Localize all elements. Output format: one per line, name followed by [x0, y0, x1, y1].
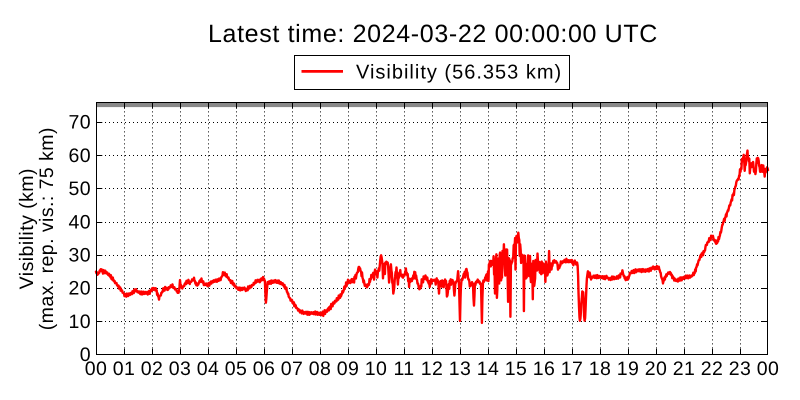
svg-text:00: 00: [757, 358, 780, 380]
svg-text:08: 08: [309, 358, 332, 380]
svg-text:19: 19: [617, 358, 640, 380]
svg-text:Latest time: 2024-03-22 00:00:: Latest time: 2024-03-22 00:00:00 UTC: [208, 20, 658, 48]
svg-text:30: 30: [69, 245, 92, 267]
svg-text:23: 23: [729, 358, 752, 380]
svg-text:21: 21: [673, 358, 696, 380]
svg-text:70: 70: [69, 112, 92, 134]
svg-text:07: 07: [281, 358, 304, 380]
svg-text:(max. rep. vis.: 75 km): (max. rep. vis.: 75 km): [36, 127, 58, 330]
svg-text:17: 17: [561, 358, 584, 380]
svg-text:10: 10: [69, 311, 92, 333]
svg-text:40: 40: [69, 211, 92, 233]
svg-text:20: 20: [645, 358, 668, 380]
svg-text:20: 20: [69, 278, 92, 300]
svg-text:09: 09: [337, 358, 360, 380]
svg-text:02: 02: [141, 358, 164, 380]
svg-text:50: 50: [69, 178, 92, 200]
svg-text:Visibility (km): Visibility (km): [16, 168, 38, 289]
svg-text:13: 13: [449, 358, 472, 380]
svg-text:18: 18: [589, 358, 612, 380]
svg-text:06: 06: [253, 358, 276, 380]
svg-text:Visibility (56.353 km): Visibility (56.353 km): [356, 62, 562, 84]
svg-text:10: 10: [365, 358, 388, 380]
svg-text:00: 00: [85, 358, 108, 380]
svg-text:01: 01: [113, 358, 136, 380]
svg-text:16: 16: [533, 358, 556, 380]
svg-text:03: 03: [169, 358, 192, 380]
svg-text:0: 0: [80, 344, 91, 366]
svg-text:22: 22: [701, 358, 724, 380]
svg-text:14: 14: [477, 358, 500, 380]
svg-text:05: 05: [225, 358, 248, 380]
svg-text:12: 12: [421, 358, 444, 380]
svg-text:15: 15: [505, 358, 528, 380]
svg-text:60: 60: [69, 145, 92, 167]
svg-text:11: 11: [393, 358, 414, 380]
svg-text:04: 04: [197, 358, 220, 380]
